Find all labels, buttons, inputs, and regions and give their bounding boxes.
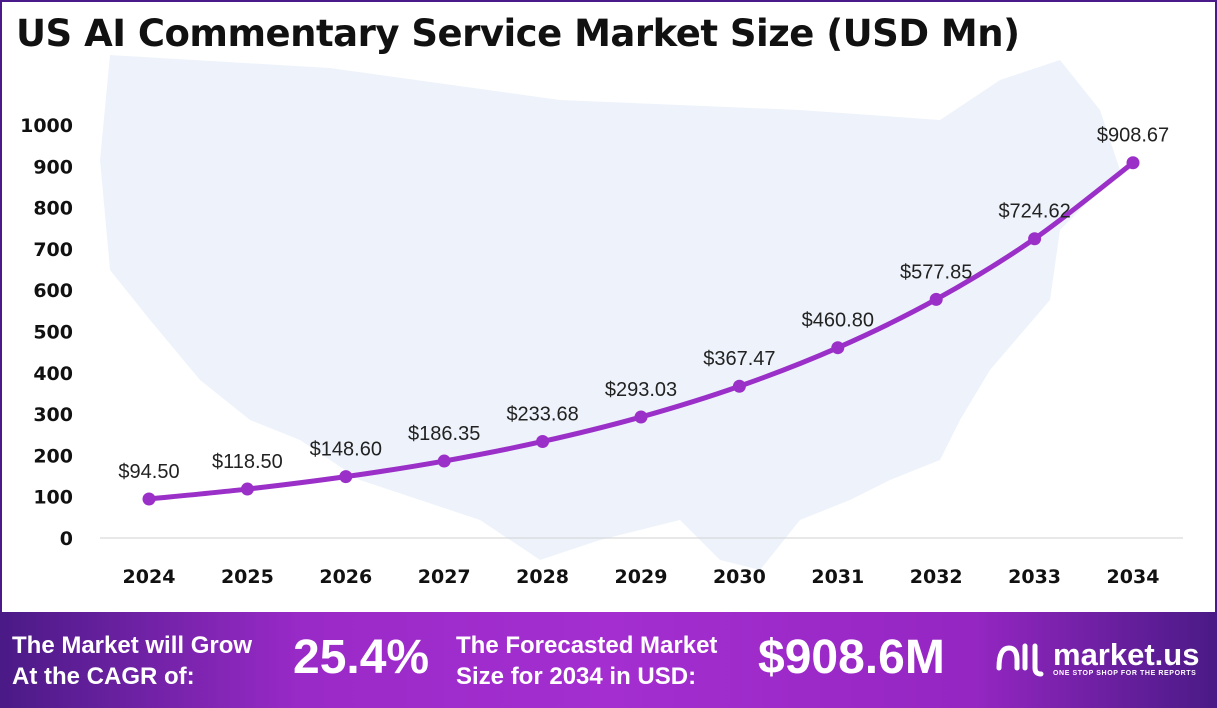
data-point [1028, 232, 1042, 246]
forecast-label-line1: The Forecasted Market [456, 632, 718, 659]
cagr-label: The Market will Grow At the CAGR of: [12, 630, 252, 692]
x-tick-label: 2031 [811, 566, 864, 588]
x-tick-label: 2025 [221, 566, 274, 588]
data-label: $118.50 [212, 451, 283, 473]
data-point [142, 492, 156, 506]
x-tick-label: 2032 [910, 566, 963, 588]
forecast-value: $908.6M [758, 631, 945, 684]
data-label: $148.60 [310, 439, 382, 461]
y-tick-label: 300 [33, 404, 73, 426]
x-tick-label: 2029 [615, 566, 668, 588]
data-label: $367.47 [703, 348, 775, 370]
data-label: $724.62 [998, 201, 1070, 223]
market-us-logo-icon [996, 643, 1044, 677]
data-label: $186.35 [408, 423, 480, 445]
forecast-label-line2: Size for 2034 in USD: [456, 663, 697, 690]
x-tick-label: 2027 [418, 566, 471, 588]
logo-tagline: ONE STOP SHOP FOR THE REPORTS [1053, 669, 1197, 677]
y-tick-label: 500 [33, 322, 73, 344]
y-tick-label: 700 [33, 239, 73, 261]
data-point [240, 482, 254, 496]
cagr-label-line1: The Market will Grow [12, 632, 253, 659]
data-point [339, 470, 353, 484]
data-point [732, 379, 746, 393]
forecast-label: The Forecasted Market Size for 2034 in U… [456, 630, 717, 692]
data-label: $460.80 [802, 310, 874, 332]
y-tick-label: 200 [33, 445, 73, 467]
data-label: $94.50 [118, 461, 179, 483]
logo-name: market.us [1053, 636, 1200, 672]
data-point [536, 434, 550, 448]
x-tick-label: 2033 [1008, 566, 1061, 588]
footer-banner: The Market will Grow At the CAGR of: 25.… [0, 612, 1217, 708]
data-label: $577.85 [900, 261, 972, 283]
x-tick-label: 2028 [516, 566, 569, 588]
x-tick-label: 2030 [713, 566, 766, 588]
y-tick-label: 600 [33, 280, 73, 302]
data-point [1126, 156, 1140, 170]
cagr-value: 25.4% [293, 631, 430, 684]
data-point [634, 410, 648, 424]
y-tick-label: 1000 [20, 115, 73, 137]
x-tick-label: 2024 [123, 566, 176, 588]
data-label: $908.67 [1097, 125, 1169, 147]
chart-title: US AI Commentary Service Market Size (US… [16, 12, 1020, 55]
y-tick-label: 900 [33, 156, 73, 178]
y-tick-label: 0 [60, 528, 73, 550]
line-chart: 0 100 200 300 400 500 600 700 800 900 1000 2024 2025… [20, 55, 1183, 588]
x-tick-label: 2026 [319, 566, 372, 588]
data-label: $233.68 [506, 403, 578, 425]
data-point [831, 341, 845, 355]
us-map-background [100, 55, 1120, 570]
market-us-logo: market.us ONE STOP SHOP FOR THE REPORTS [995, 638, 1199, 678]
data-point [929, 292, 943, 306]
data-label: $293.03 [605, 379, 677, 401]
series-line [146, 160, 1136, 502]
y-tick-label: 100 [33, 487, 73, 509]
data-point [437, 454, 451, 468]
y-tick-label: 400 [33, 363, 73, 385]
cagr-label-line2: At the CAGR of: [12, 663, 195, 690]
x-tick-label: 2034 [1107, 566, 1160, 588]
y-tick-label: 800 [33, 198, 73, 220]
